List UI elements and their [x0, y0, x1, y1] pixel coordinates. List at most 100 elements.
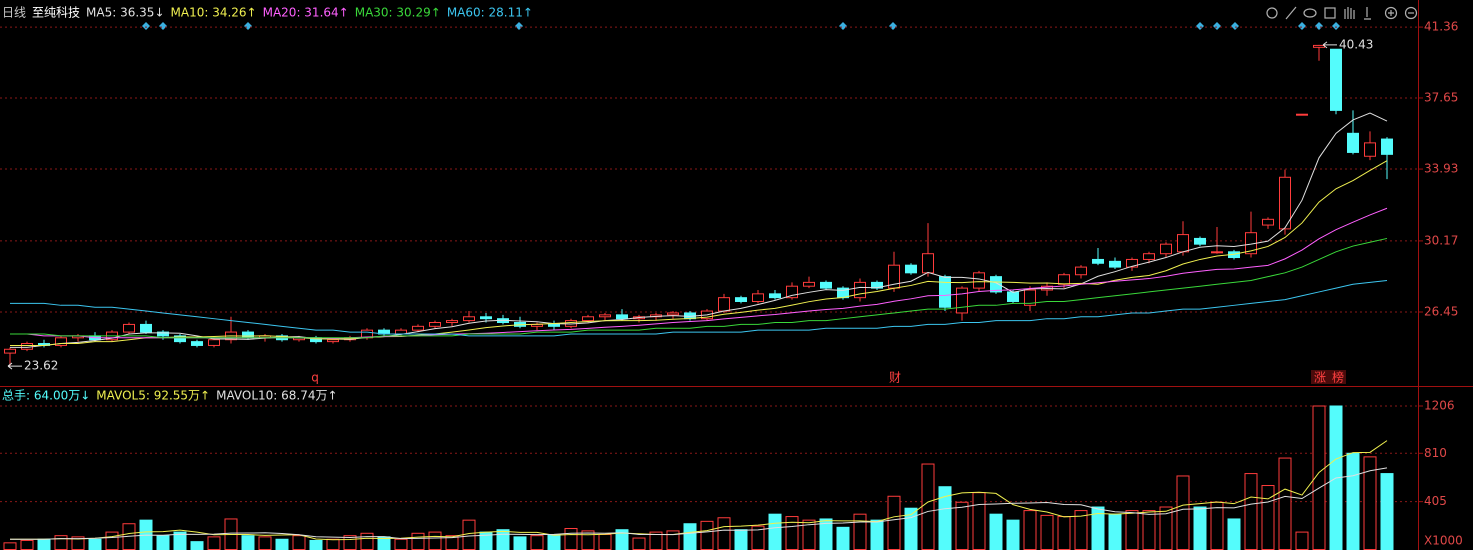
unit-label: X1000: [1424, 534, 1463, 548]
candle-body: [1075, 266, 1087, 276]
signal-diamond: [889, 22, 897, 30]
event-tag: q: [311, 371, 319, 385]
volume-bar: [88, 538, 102, 550]
volume-bar: [292, 535, 306, 550]
candle-body: [1007, 291, 1019, 302]
moving-average-line: [10, 279, 1388, 337]
volume-bar: [20, 539, 34, 550]
volume-bar: [717, 517, 731, 550]
volume-bar: [207, 536, 221, 550]
draw-button[interactable]: [1285, 6, 1297, 20]
volume-bar: [1023, 510, 1037, 550]
volume-bar: [989, 513, 1003, 550]
candle-body: [174, 335, 186, 343]
volume-bar: [955, 501, 969, 550]
hand-button[interactable]: [1344, 7, 1355, 19]
signal-diamond: [1298, 22, 1306, 30]
volume-bar: [870, 519, 884, 550]
volume-bar: [700, 520, 714, 550]
candle-body: [480, 316, 492, 320]
moving-average-line: [10, 440, 1388, 541]
zoom-in-button[interactable]: [1384, 6, 1398, 20]
signal-diamond: [159, 22, 167, 30]
volume-bar: [1057, 516, 1071, 550]
volume-bar: [156, 535, 170, 550]
candle-body: [1364, 142, 1376, 157]
volume-bar: [598, 533, 612, 550]
candle-body: [582, 316, 594, 322]
signal-diamond: [1332, 22, 1340, 30]
volume-bar: [1227, 518, 1241, 550]
candle-body: [1194, 237, 1206, 245]
volume-bar: [853, 513, 867, 550]
settings-button[interactable]: [1266, 7, 1278, 19]
candle-body: [1058, 274, 1070, 285]
volume-bar: [326, 538, 340, 550]
y-tick-label: 810: [1424, 446, 1447, 460]
candle-body: [786, 285, 798, 299]
volume-bar: [1193, 506, 1207, 550]
volume-bar: [105, 531, 119, 550]
volume-bar: [632, 537, 646, 550]
candle-body: [854, 281, 866, 299]
zoom-out-button[interactable]: [1404, 6, 1418, 20]
volume-bar: [275, 538, 289, 550]
legend-entry: MAVOL10: 68.74万↑: [216, 389, 337, 403]
legend-entry: MA30: 30.29↑: [355, 6, 441, 20]
y-tick-label: 33.93: [1424, 162, 1458, 176]
volume-bar: [564, 528, 578, 550]
volume-bar: [1125, 510, 1139, 550]
candle-body: [1296, 113, 1308, 116]
volume-bar: [734, 529, 748, 550]
y-tick-label: 30.17: [1424, 233, 1458, 247]
candle-body: [327, 339, 339, 343]
candle-body: [820, 281, 832, 289]
y-tick-label: 41.36: [1424, 20, 1458, 34]
candle-body: [1262, 218, 1274, 226]
volume-bar: [972, 492, 986, 550]
candle-body: [1330, 48, 1342, 111]
signal-markers: [142, 22, 1340, 30]
legend-entry: MA60: 28.11↑: [447, 6, 533, 20]
volume-bar: [887, 495, 901, 550]
signal-diamond: [244, 22, 252, 30]
volume-bar: [54, 535, 68, 550]
moving-average-line: [10, 112, 1388, 348]
event-tag: 财: [889, 371, 901, 385]
volume-bar: [190, 541, 204, 550]
period-label: 日线: [2, 6, 26, 20]
candle-body: [463, 316, 475, 322]
y-tick-label: 37.65: [1424, 90, 1458, 104]
candle-body: [718, 297, 730, 312]
volume-bar: [411, 532, 425, 550]
volume-bar: [258, 536, 272, 550]
candle-body: [752, 293, 764, 302]
candle-body: [616, 314, 628, 320]
high-label: 40.43: [1339, 37, 1373, 51]
volume-bar: [1278, 457, 1292, 550]
low-arrow: [7, 362, 22, 370]
volume-bar: [360, 532, 374, 550]
legend-entry: MAVOL5: 92.55万↑: [96, 389, 210, 403]
volume-bar: [921, 463, 935, 550]
candle-body: [990, 276, 1002, 293]
y-tick-label: 405: [1424, 494, 1447, 508]
view-button[interactable]: [1303, 8, 1317, 18]
volume-bar: [1380, 473, 1394, 550]
signal-diamond: [142, 22, 150, 30]
candle-body: [1092, 258, 1104, 264]
moving-average-line: [10, 467, 1388, 540]
candle-body: [4, 348, 16, 354]
volume-bar: [1346, 452, 1360, 550]
save-button[interactable]: [1324, 7, 1336, 19]
candle-body: [55, 337, 67, 346]
volume-bar: [547, 533, 561, 550]
event-tag: 榜: [1332, 370, 1344, 385]
candle-body: [548, 323, 560, 327]
volume-bar: [1261, 485, 1275, 550]
candle-body: [973, 272, 985, 289]
pin-button[interactable]: [1364, 7, 1371, 20]
candle-body: [1279, 176, 1291, 230]
